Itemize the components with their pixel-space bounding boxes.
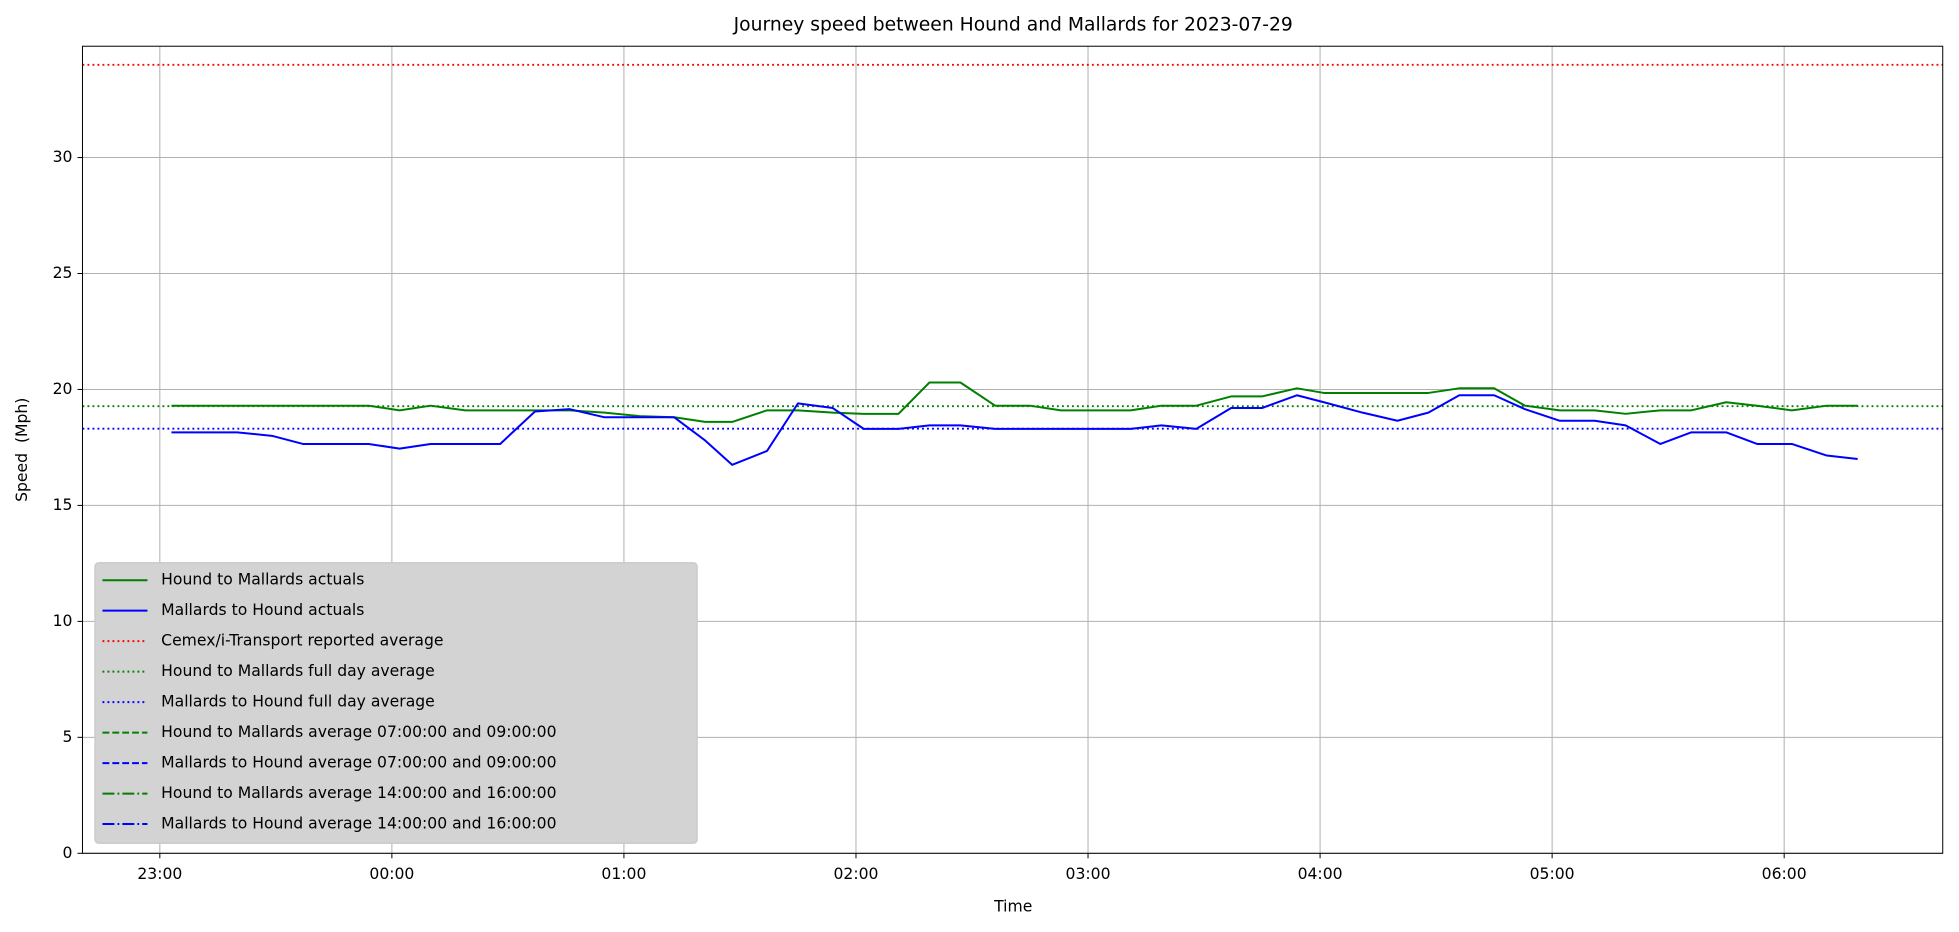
legend-label: Cemex/i-Transport reported average	[161, 632, 443, 650]
y-tick-label: 25	[53, 264, 73, 282]
chart-title: Journey speed between Hound and Mallards…	[733, 14, 1293, 35]
y-tick-label: 10	[53, 612, 73, 630]
series-line	[171, 381, 1858, 423]
series-line	[171, 394, 1858, 466]
legend-box	[94, 562, 698, 844]
legend-label: Mallards to Hound average 14:00:00 and 1…	[161, 815, 556, 833]
y-tick-label: 20	[53, 380, 73, 398]
y-tick-label: 15	[53, 496, 73, 514]
legend-label: Hound to Mallards average 07:00:00 and 0…	[161, 723, 556, 741]
legend-label: Mallards to Hound actuals	[161, 601, 364, 619]
legend-label: Hound to Mallards actuals	[161, 571, 364, 589]
legend-label: Hound to Mallards average 14:00:00 and 1…	[161, 784, 556, 802]
legend: Hound to Mallards actuals Mallards to Hou…	[94, 562, 698, 844]
x-axis-label: Time	[993, 898, 1032, 916]
legend-label: Mallards to Hound average 07:00:00 and 0…	[161, 754, 556, 772]
x-tick-label: 05:00	[1530, 865, 1575, 883]
y-tick-label: 30	[53, 148, 73, 166]
y-axis-label: Speed (Mph)	[13, 398, 31, 502]
y-tick-label: 0	[63, 844, 73, 862]
y-tick-label: 5	[63, 728, 73, 746]
legend-label: Hound to Mallards full day average	[161, 662, 435, 680]
x-tick-label: 00:00	[369, 865, 414, 883]
x-tick-label: 04:00	[1298, 865, 1343, 883]
plot-frame	[81, 45, 1944, 854]
legend-label: Mallards to Hound full day average	[161, 693, 435, 711]
x-tick-label: 03:00	[1066, 865, 1111, 883]
x-tick-label: 02:00	[833, 865, 878, 883]
x-tick-label: 23:00	[137, 865, 182, 883]
x-tick-label: 06:00	[1762, 865, 1807, 883]
x-tick-label: 01:00	[601, 865, 646, 883]
